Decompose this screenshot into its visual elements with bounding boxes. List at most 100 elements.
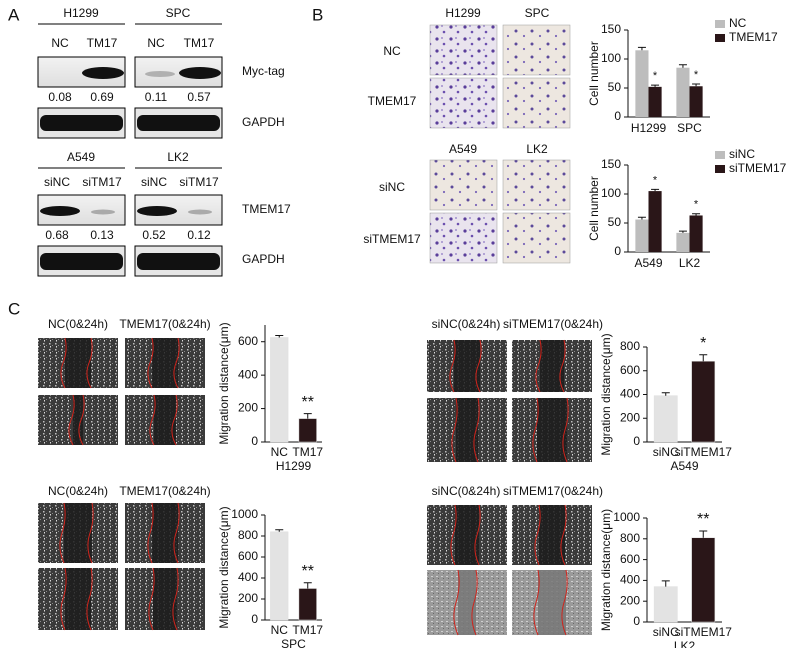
wound-edge [474, 504, 481, 566]
band [40, 253, 123, 270]
bar [298, 588, 317, 621]
band [40, 115, 123, 131]
ratio: 0.57 [187, 90, 211, 104]
wound-edge [559, 339, 566, 393]
x-tick-label: NC [271, 623, 289, 637]
y-tick-label: 50 [608, 215, 622, 229]
y-tick-label: 0 [614, 109, 621, 123]
column-label: siNC(0&24h) [432, 484, 501, 498]
error-bar [303, 413, 312, 419]
y-tick-label: 200 [620, 410, 640, 424]
panel-label: B [312, 5, 323, 24]
wound-edge [560, 504, 567, 566]
wound-gap [152, 338, 178, 388]
band [40, 206, 80, 216]
row-label: NC [383, 44, 401, 58]
y-axis-label: Cell number [587, 176, 601, 241]
wound-gap [538, 570, 566, 635]
wound-edge [475, 339, 482, 393]
wound-edge [60, 567, 67, 631]
x-tick-label: NC [271, 445, 289, 459]
column-label: LK2 [526, 142, 548, 156]
ratio: 0.11 [145, 90, 168, 104]
x-axis-label: A549 [670, 459, 698, 473]
column-label: siTMEM17(0&24h) [503, 484, 603, 498]
wound-edge [561, 569, 568, 636]
wound-edge [471, 569, 478, 636]
x-tick-label: siNC [653, 445, 679, 459]
legend-swatch [715, 151, 725, 159]
control-label: GAPDH [242, 115, 285, 129]
micrograph [429, 159, 498, 211]
lane-label: NC [51, 36, 69, 50]
bar [689, 86, 703, 117]
error-bar [303, 582, 312, 589]
y-tick-label: 0 [251, 434, 258, 448]
y-tick-label: 200 [620, 593, 640, 607]
lane-label: siTM17 [179, 175, 219, 189]
wound-gap [152, 503, 178, 563]
y-tick-label: 800 [238, 528, 258, 542]
bar [648, 191, 662, 252]
legend-swatch [715, 34, 725, 42]
error-bar [678, 230, 687, 233]
x-tick-label: LK2 [679, 256, 701, 270]
y-tick-label: 1000 [613, 510, 640, 524]
ratio: 0.52 [142, 228, 166, 242]
band [179, 67, 221, 79]
wound-gap [65, 568, 91, 630]
control-label: GAPDH [242, 252, 285, 266]
error-bar [692, 213, 701, 216]
band [137, 253, 220, 270]
significance: * [694, 69, 699, 81]
y-tick-label: 400 [238, 570, 258, 584]
wound-edge [172, 567, 179, 631]
column-label: TMEM17(0&24h) [119, 317, 210, 331]
y-axis-label: Migration distance(μm) [599, 509, 613, 631]
bar [676, 232, 690, 252]
y-tick-label: 800 [620, 531, 640, 545]
error-bar [678, 64, 687, 68]
bar [270, 337, 289, 443]
significance: * [700, 335, 706, 352]
wound-edge [78, 394, 85, 446]
y-tick-label: 0 [633, 614, 640, 628]
row-label: siTMEM17 [363, 232, 421, 246]
target-label: Myc-tag [242, 64, 285, 78]
wound-edge [86, 567, 93, 631]
ratio: 0.12 [187, 228, 211, 242]
column-label: siNC(0&24h) [432, 317, 501, 331]
column-label: H1299 [445, 6, 481, 20]
bar [635, 219, 649, 252]
x-tick-label: siTMEM17 [675, 445, 733, 459]
x-tick-label: TM17 [292, 445, 323, 459]
wound-edge [562, 397, 569, 463]
bar [689, 215, 703, 252]
lane-label: TM17 [87, 36, 118, 50]
wound-edge [86, 337, 93, 389]
micrograph [502, 159, 571, 211]
x-tick-label: TM17 [292, 623, 323, 637]
y-tick-label: 200 [238, 401, 258, 415]
significance: ** [697, 511, 709, 528]
micrograph [429, 77, 498, 129]
x-axis-label: H1299 [276, 459, 312, 473]
error-bar [699, 530, 708, 538]
wound-gap [64, 503, 92, 563]
band [82, 67, 124, 79]
bar [648, 86, 662, 117]
y-tick-label: 800 [620, 339, 640, 353]
y-axis-label: Migration distance(μm) [217, 322, 231, 444]
wound-edge [147, 502, 154, 564]
y-axis-label: Migration distance(μm) [599, 333, 613, 455]
lane-label: siNC [141, 175, 167, 189]
wound-edge [534, 504, 541, 566]
error-bar [651, 84, 660, 87]
x-tick-label: siNC [653, 625, 679, 639]
wound-edge [87, 502, 94, 564]
row-label: siNC [379, 180, 405, 194]
legend-label: TMEM17 [729, 30, 778, 44]
significance: ** [302, 394, 314, 411]
wound-gap [154, 395, 176, 445]
